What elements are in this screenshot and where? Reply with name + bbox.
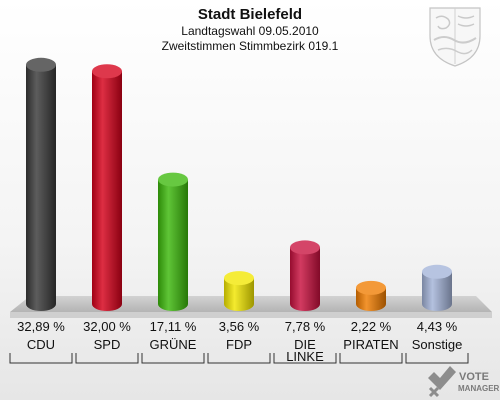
bar-piraten <box>356 280 386 311</box>
bar-gr-ne <box>158 172 188 311</box>
bar-spd <box>92 64 122 311</box>
category-bracket-gr-ne <box>141 353 205 364</box>
bar-cdu <box>26 57 56 311</box>
category-label-piraten: PIRATEN <box>343 337 398 352</box>
bar-fdp <box>224 271 254 311</box>
bar-die-linke <box>290 240 320 311</box>
category-label-spd: SPD <box>94 337 121 352</box>
category-bracket-fdp <box>207 353 271 364</box>
check-mark-icon <box>428 366 456 398</box>
bar-sonstige <box>422 264 452 311</box>
value-label-gr-ne: 17,11 % <box>150 319 197 334</box>
value-label-die-linke: 7,78 % <box>285 319 326 334</box>
category-bracket-spd <box>75 353 139 364</box>
value-label-spd: 32,00 % <box>83 319 131 334</box>
category-label-cdu: CDU <box>27 337 55 352</box>
value-label-sonstige: 4,43 % <box>417 319 458 334</box>
chart-subtitle-district: Zweitstimmen Stimmbezirk 019.1 <box>162 39 339 53</box>
value-label-cdu: 32,89 % <box>17 319 65 334</box>
votemanager-logo: VOTE MANAGER <box>428 366 500 398</box>
logo-text-manager: MANAGER <box>458 384 500 393</box>
category-bracket-piraten <box>339 353 403 364</box>
coat-of-arms-icon <box>429 7 481 67</box>
chart-subtitle-election: Landtagswahl 09.05.2010 <box>181 24 319 38</box>
bars-layer <box>26 57 452 311</box>
value-label-fdp: 3,56 % <box>219 319 260 334</box>
category-label-die-linke-2: LINKE <box>286 349 324 364</box>
category-label-die-linke-1: DIE <box>294 337 316 352</box>
category-bracket-die-linke <box>273 353 337 364</box>
category-label-fdp: FDP <box>226 337 252 352</box>
category-bracket-cdu <box>9 353 73 364</box>
category-bracket-sonstige <box>405 353 469 364</box>
chart-title: Stadt Bielefeld <box>198 6 302 23</box>
logo-text-vote: VOTE <box>459 371 489 383</box>
chart-floor-front <box>10 312 492 318</box>
category-label-gr-ne: GRÜNE <box>150 337 197 352</box>
value-label-piraten: 2,22 % <box>351 319 392 334</box>
category-label-sonstige: Sonstige <box>412 337 463 352</box>
labels-layer: 32,89 % CDU 32,00 % SPD 17,11 % GRÜNE 3,56 % FD… <box>9 319 469 364</box>
